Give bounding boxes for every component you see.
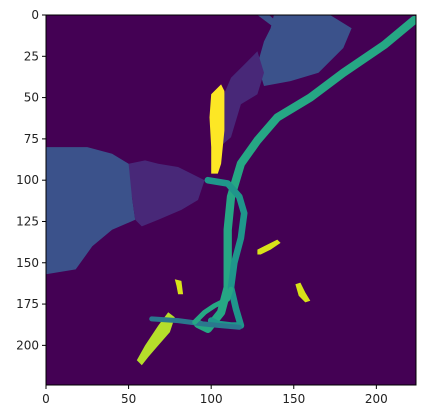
region-upper-middle-lobe [217,51,264,148]
mask-paths [149,15,416,333]
plot-area [46,15,416,385]
region-small-yellow-dot-left [174,279,184,295]
region-left-large-blob [46,147,137,275]
path-lower-left-branch [192,286,234,325]
axes-frame [45,14,417,386]
y-tick-label: 175 [16,297,39,311]
region-upper-right-main-blob [257,15,352,86]
path-lower-horizontal-vessel [149,316,242,330]
y-axis: 0 25 50 75 100 125 150 175 200 [16,8,46,352]
region-left-middle-lobe [128,160,205,227]
y-tick-label: 200 [16,338,39,352]
region-lower-yellow-stroke [136,312,175,366]
x-tick-label: 0 [42,392,50,406]
y-tick-label: 0 [31,8,39,22]
region-small-yellow-dash-center [257,239,281,255]
x-tick-label: 50 [121,392,136,406]
y-tick-label: 100 [16,173,39,187]
y-tick-label: 125 [16,214,39,228]
y-tick-label: 25 [24,49,39,63]
x-axis: 0 50 100 150 200 [42,385,388,406]
region-small-yellow-dash-right [295,282,311,303]
mask-regions [46,15,352,366]
x-tick-label: 200 [365,392,388,406]
path-long-diagonal-vessel [193,15,416,333]
region-vertical-yellow-strip [209,84,225,174]
y-tick-label: 150 [16,256,39,270]
x-tick-label: 100 [200,392,223,406]
y-tick-label: 75 [24,132,39,146]
y-tick-label: 50 [24,91,39,105]
x-tick-label: 150 [282,392,305,406]
